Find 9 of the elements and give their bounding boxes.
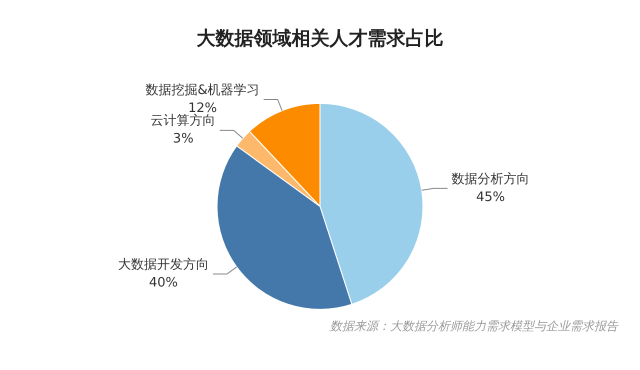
chart-title: 大数据领域相关人才需求占比 [196,27,444,50]
data-label: 3% [172,132,194,147]
slice-label: 数据分析方向 [452,170,530,187]
slice-label: 云计算方向 [150,112,216,129]
slice-label: 数据挖掘&机器学习 [146,82,260,98]
source-note: 数据来源：大数据分析师能力需求模型与企业需求报告 [330,318,618,335]
data-label: 45% [476,190,506,205]
slice-label: 大数据开发方向 [118,256,209,272]
data-label: 40% [149,275,178,290]
